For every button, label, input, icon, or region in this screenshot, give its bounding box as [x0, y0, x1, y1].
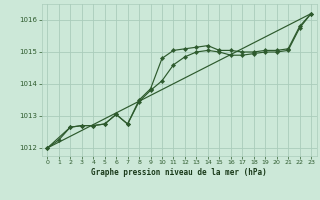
X-axis label: Graphe pression niveau de la mer (hPa): Graphe pression niveau de la mer (hPa) [91, 168, 267, 177]
